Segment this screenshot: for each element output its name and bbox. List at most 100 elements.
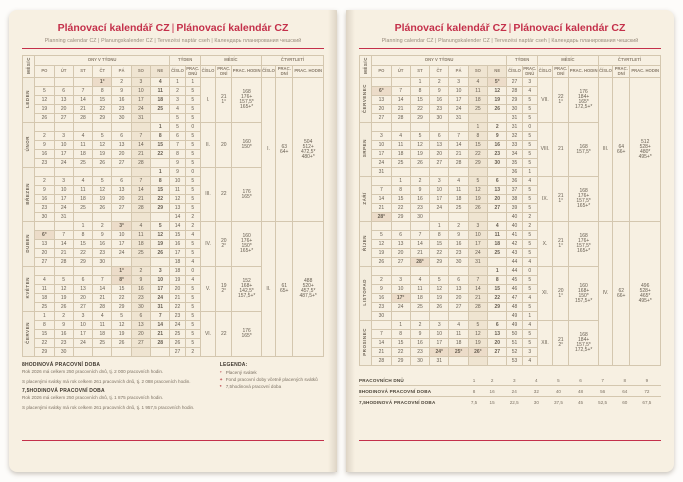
day-cell: 28° xyxy=(371,212,392,223)
day-cell xyxy=(429,122,450,133)
day-cell xyxy=(487,311,508,322)
conversion-value-cell: 8 xyxy=(623,377,627,383)
week-workdays-cell: 4 xyxy=(521,320,538,331)
day-cell: 30 xyxy=(409,212,431,223)
day-cell: 10 xyxy=(448,86,469,97)
week-row: 19 20 21 22 23 24 25 43 5 xyxy=(360,248,661,259)
quarter-hours-header: PRAC. HODIN xyxy=(292,65,324,79)
day-cell xyxy=(409,167,431,178)
week-number-cell: 33 xyxy=(506,140,523,151)
day-cell: 6° xyxy=(34,230,55,241)
week-row: ZÁŘÍ 1 2 3 4 5 6 36 4 IX. 21 1° 168 176+ 157,5* 165… xyxy=(358,176,661,223)
day-cell: 30 xyxy=(53,347,74,358)
day-cell: 28 xyxy=(390,113,411,124)
week-number-cell: 18 xyxy=(169,266,186,277)
week-number-cell: 9 xyxy=(169,167,186,178)
month-name-label: DUBEN xyxy=(25,233,31,253)
day-cell: 24 xyxy=(72,338,94,349)
day-cell xyxy=(111,212,132,223)
quarter-workdays-cell: 62 66+ xyxy=(612,221,631,367)
day-cell: 7 xyxy=(467,275,489,286)
day-cell: 12 xyxy=(429,284,450,295)
day-cell xyxy=(130,167,152,178)
day-cell: 30 xyxy=(130,302,152,313)
week-number-cell: 17 xyxy=(169,248,186,259)
week-workdays-cell: 4 xyxy=(521,356,538,367)
day-cell: 22 xyxy=(34,338,55,349)
month-column-header: MĚSÍC xyxy=(358,55,373,79)
day-cell: 28 xyxy=(467,302,489,313)
day-cell: 3 xyxy=(130,77,152,88)
day-cell: 9 xyxy=(111,86,132,97)
week-workdays-cell: 4 xyxy=(184,275,201,286)
day-cell: 3 xyxy=(448,77,469,88)
week-number-cell: 3 xyxy=(169,95,186,106)
day-cell: 8 xyxy=(409,86,431,97)
day-cell: 13 xyxy=(448,284,469,295)
day-cell: 27 xyxy=(111,158,132,169)
day-cell: 9 xyxy=(34,185,55,196)
day-cell: 7 xyxy=(72,86,94,97)
day-cell: 6 xyxy=(130,311,152,322)
week-workdays-cell: 5 xyxy=(521,194,538,205)
day-cell: 22 xyxy=(111,293,132,304)
page-title-sk: Plánovací kalendár CZ xyxy=(513,22,626,34)
day-cell: 26 xyxy=(150,248,171,259)
month-name-label: ZÁŘÍ xyxy=(362,191,368,205)
day-cell: 29 xyxy=(390,356,411,367)
week-workdays-cell: 4 xyxy=(521,257,538,268)
day-cell: 4 xyxy=(390,131,411,142)
calendar-table-h1: MĚSÍC DNY V TÝDNU TÝDEN MĚSÍC ČTVRTLETÍ PO ÚT S… xyxy=(21,55,325,358)
week-number-cell: 26 xyxy=(169,338,186,349)
day-cell: 26 xyxy=(467,203,489,214)
day-cell: 12 xyxy=(111,320,132,331)
week-workdays-cell: 4 xyxy=(184,230,201,241)
day-cell: 23 xyxy=(429,104,450,115)
week-workdays-cell: 1 xyxy=(521,311,538,322)
day-cell: 2 xyxy=(92,221,113,232)
month-workdays-cell: 20 1° xyxy=(552,266,570,322)
page-right: Plánovací kalendář CZ | Plánovací kalendár… xyxy=(346,10,674,472)
day-cell: 29 xyxy=(409,113,431,124)
day-cell: 8° xyxy=(111,275,132,286)
day-cell xyxy=(390,221,411,232)
month-name-cell: DUBEN xyxy=(21,221,36,268)
day-cell: 20 xyxy=(448,293,469,304)
day-cell: 2 xyxy=(34,131,55,142)
day-cell: 16 xyxy=(34,149,55,160)
day-cell xyxy=(467,266,489,277)
week-number-cell: 27 xyxy=(506,77,523,88)
quarter-number-cell: III. xyxy=(597,77,614,223)
week-number-cell: 25 xyxy=(169,329,186,340)
conversion-value-cell: 64 xyxy=(616,385,633,397)
week-workdays-cell: 5 xyxy=(521,248,538,259)
conversion-row: 7,5HODINOVÁ PRACOVNÍ DOBA 7,5 15 22,5 30 37,5… xyxy=(359,396,661,408)
quarter-number-cell: IV. xyxy=(597,221,614,367)
week-number-cell: 43 xyxy=(506,248,523,259)
week-row: 21 22 23 24° 25° 26° 27 52 3 xyxy=(360,347,661,358)
day-cell: 14 xyxy=(467,284,489,295)
day-cell: 21 xyxy=(92,293,113,304)
week-number-cell: 6 xyxy=(169,131,186,142)
month-number-cell: IX. xyxy=(536,176,554,223)
day-cell: 3° xyxy=(111,221,132,232)
week-workdays-cell: 0 xyxy=(184,266,201,277)
week-workdays-cell: 5 xyxy=(184,194,201,205)
week-number-cell: 50 xyxy=(506,329,523,340)
month-number-header: ČÍSLO xyxy=(199,65,217,79)
working-time-summary: 8HODINOVÁ PRACOVNÍ DOBA Rok 2026 má celk… xyxy=(22,362,210,415)
week-row: ČERVENEC 1 2 3 4 5° 27 3 VII. 22 1° 176 184+ 165* … xyxy=(358,77,661,223)
day-cell: 25 xyxy=(487,248,508,259)
day-cell: 22 xyxy=(487,293,508,304)
quarter-workdays-cell: 64 66+ xyxy=(612,77,631,223)
month-column-header-label: MĚSÍC xyxy=(363,57,369,75)
page-title: Plánovací kalendář CZ | Plánovací kalendár… xyxy=(22,22,324,35)
day-cell: 24 xyxy=(390,302,411,313)
day-cell: 14 xyxy=(371,194,392,205)
quarter-hours-cell: 496 528+ 465* 495+* xyxy=(629,221,661,367)
day-cell: 20 xyxy=(487,194,508,205)
day-cell: 26 xyxy=(409,158,431,169)
week-row: LISTOPAD 1 44 0 XI. 20 1° 160 168+ 150* 157,5+… xyxy=(358,266,661,322)
day-cell: 28 xyxy=(150,338,171,349)
week-workdays-header: PRAC. DNŮ xyxy=(521,65,538,79)
